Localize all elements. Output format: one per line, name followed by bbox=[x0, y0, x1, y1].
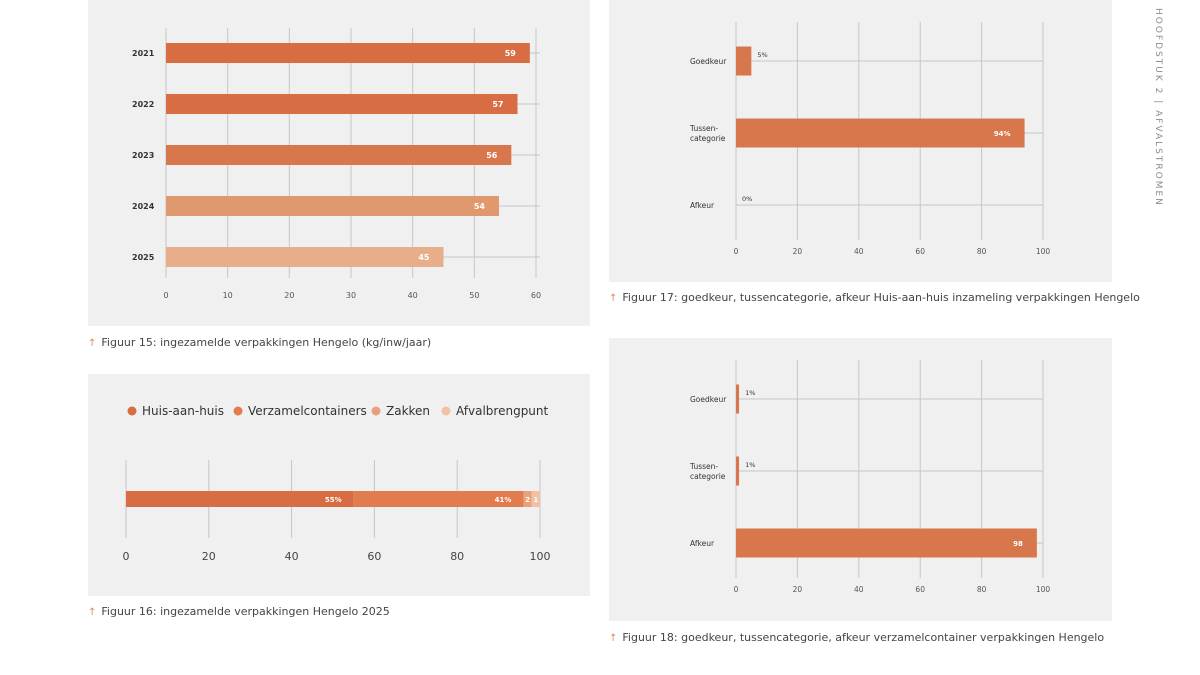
x-tick-label: 40 bbox=[408, 291, 418, 300]
bar-goedkeur bbox=[736, 384, 740, 414]
figure-18-caption-text: Figuur 18: goedkeur, tussencategorie, af… bbox=[622, 631, 1105, 644]
x-tick-label: 60 bbox=[915, 585, 925, 594]
y-category-label: Afkeur bbox=[690, 539, 715, 548]
y-category-label: Afkeur bbox=[690, 201, 715, 210]
y-category-label: 2025 bbox=[132, 253, 155, 262]
arrow-up-icon: ↑ bbox=[609, 633, 618, 644]
legend-label-afvalbrengpunt: Afvalbrengpunt bbox=[456, 404, 549, 418]
legend-marker-verzamelcontainers bbox=[233, 406, 243, 416]
y-category-label: Goedkeur bbox=[690, 395, 727, 404]
x-tick-label: 0 bbox=[734, 247, 739, 256]
bar-value-label: 1% bbox=[745, 461, 755, 469]
y-category-label: categorie bbox=[690, 134, 726, 143]
legend-label-zakken: Zakken bbox=[386, 404, 430, 418]
x-tick-label: 0 bbox=[163, 291, 168, 300]
bar-2024 bbox=[166, 196, 499, 216]
arrow-up-icon: ↑ bbox=[88, 338, 97, 349]
bar-value-label: 98 bbox=[1013, 540, 1023, 548]
x-tick-label: 40 bbox=[854, 585, 864, 594]
segment-value-label: 2 bbox=[525, 496, 530, 504]
bar-value-label: 1% bbox=[745, 389, 755, 397]
segment-value-label: 41% bbox=[495, 496, 512, 504]
x-tick-label: 20 bbox=[284, 291, 294, 300]
figure-16-stacked-bar-chart: Huis-aan-huis Verzamelcontainers Zakken Afv… bbox=[123, 404, 551, 563]
legend-marker-huis-aan-huis bbox=[127, 406, 137, 416]
legend-label-huis-aan-huis: Huis-aan-huis bbox=[142, 404, 224, 418]
stacked-segment-zakken bbox=[523, 491, 532, 507]
x-tick-label: 80 bbox=[450, 550, 464, 563]
bar-value-label: 0% bbox=[742, 195, 752, 203]
bar-2021 bbox=[166, 43, 530, 63]
legend-marker-afvalbrengpunt bbox=[441, 406, 451, 416]
figure-17-bar-chart: 0 20 40 60 80 100 Goedkeur 5% Tussen-categorie 94… bbox=[689, 22, 1051, 256]
x-tick-label: 20 bbox=[793, 247, 803, 256]
bar-value-label: 59 bbox=[505, 49, 517, 58]
figure-15-caption: ↑ Figuur 15: ingezamelde verpakkingen Hen… bbox=[88, 336, 431, 349]
arrow-up-icon: ↑ bbox=[609, 293, 618, 304]
figure-16-caption-text: Figuur 16: ingezamelde verpakkingen Heng… bbox=[101, 605, 390, 618]
figure-18-caption: ↑ Figuur 18: goedkeur, tussencategorie, a… bbox=[609, 631, 1104, 644]
bar-afkeur bbox=[736, 528, 1037, 558]
figure-17-panel: 0 20 40 60 80 100 Goedkeur 5% Tussen-categorie 94… bbox=[609, 0, 1112, 282]
segment-value-label: 55% bbox=[325, 496, 342, 504]
bar-value-label: 57 bbox=[492, 100, 503, 109]
bar-2023 bbox=[166, 145, 512, 165]
figure-18-bar-chart: 0 20 40 60 80 100 Goedkeur 1% Tussen-categorie 1%… bbox=[689, 360, 1051, 594]
bar-value-label: 45 bbox=[418, 253, 430, 262]
x-tick-label: 30 bbox=[346, 291, 356, 300]
y-category-label: 2021 bbox=[132, 49, 155, 58]
bar-tussen-categorie bbox=[736, 118, 1025, 148]
legend-marker-zakken bbox=[371, 406, 381, 416]
x-tick-label: 40 bbox=[854, 247, 864, 256]
bar-2025 bbox=[166, 247, 444, 267]
y-category-label: categorie bbox=[690, 472, 726, 481]
bar-value-label: 56 bbox=[486, 151, 498, 160]
figure-15-panel: 0 10 20 30 40 50 60 2021 59 2022 57 2023 56 2024 54 202… bbox=[88, 0, 590, 326]
bar-value-label: 5% bbox=[757, 51, 767, 59]
x-tick-label: 50 bbox=[469, 291, 479, 300]
y-category-label: Goedkeur bbox=[690, 57, 727, 66]
figure-16-panel: Huis-aan-huis Verzamelcontainers Zakken Afv… bbox=[88, 374, 590, 596]
bar-tussen-categorie bbox=[736, 456, 740, 486]
figure-16-caption: ↑ Figuur 16: ingezamelde verpakkingen Hen… bbox=[88, 605, 390, 618]
y-category-label: 2023 bbox=[132, 151, 154, 160]
stacked-segment-afvalbrengpunt bbox=[531, 491, 540, 507]
x-tick-label: 0 bbox=[123, 550, 130, 563]
figure-17-caption: ↑ Figuur 17: goedkeur, tussencategorie, a… bbox=[609, 291, 1140, 304]
x-tick-label: 40 bbox=[285, 550, 299, 563]
x-tick-label: 60 bbox=[531, 291, 541, 300]
x-tick-label: 20 bbox=[793, 585, 803, 594]
x-tick-label: 60 bbox=[915, 247, 925, 256]
stacked-segment-verzamelcontainers bbox=[353, 491, 524, 507]
y-category-label: 2024 bbox=[132, 202, 155, 211]
bar-2022 bbox=[166, 94, 518, 114]
x-tick-label: 80 bbox=[977, 585, 987, 594]
arrow-up-icon: ↑ bbox=[88, 607, 97, 618]
figure-15-bar-chart: 0 10 20 30 40 50 60 2021 59 2022 57 2023 56 2024 54 202… bbox=[132, 28, 541, 300]
y-category-label: Tussen- bbox=[689, 124, 718, 133]
stacked-segment-huis-aan-huis bbox=[126, 491, 354, 507]
chapter-side-label: HOOFDSTUK 2 | AFVALSTROMEN bbox=[1153, 8, 1163, 207]
x-tick-label: 100 bbox=[530, 550, 551, 563]
figure-15-caption-text: Figuur 15: ingezamelde verpakkingen Heng… bbox=[101, 336, 432, 349]
bar-goedkeur bbox=[736, 46, 752, 76]
x-tick-label: 0 bbox=[734, 585, 739, 594]
x-tick-label: 60 bbox=[367, 550, 381, 563]
bar-value-label: 94% bbox=[994, 130, 1011, 138]
legend-label-verzamelcontainers: Verzamelcontainers bbox=[248, 404, 367, 418]
figure-17-caption-text: Figuur 17: goedkeur, tussencategorie, af… bbox=[622, 291, 1140, 304]
x-tick-label: 10 bbox=[223, 291, 233, 300]
x-tick-label: 20 bbox=[202, 550, 216, 563]
x-tick-label: 100 bbox=[1036, 247, 1051, 256]
x-tick-label: 100 bbox=[1036, 585, 1051, 594]
y-category-label: 2022 bbox=[132, 100, 154, 109]
y-category-label: Tussen- bbox=[689, 462, 718, 471]
bar-value-label: 54 bbox=[474, 202, 486, 211]
figure-18-panel: 0 20 40 60 80 100 Goedkeur 1% Tussen-categorie 1%… bbox=[609, 338, 1112, 621]
x-tick-label: 80 bbox=[977, 247, 987, 256]
segment-value-label: 1 bbox=[533, 496, 538, 504]
